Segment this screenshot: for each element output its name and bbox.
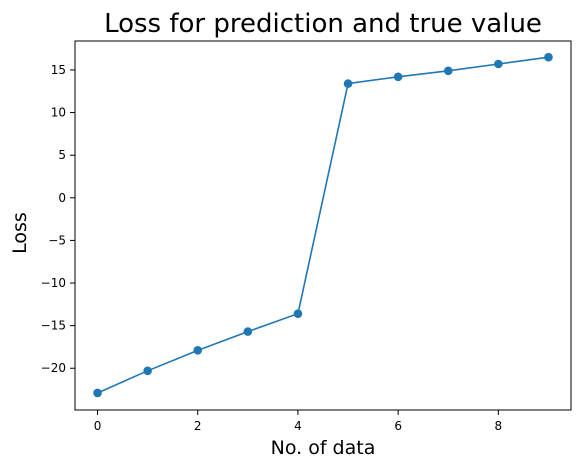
data-point (394, 72, 403, 81)
data-point (494, 60, 503, 69)
chart-title: Loss for prediction and true value (104, 9, 542, 39)
x-tick-label: 6 (394, 419, 402, 433)
data-point (444, 67, 453, 76)
y-tick-label: −15 (41, 319, 66, 333)
data-point (143, 366, 152, 375)
y-tick-label: 10 (51, 106, 66, 120)
y-tick-label: −5 (48, 233, 66, 247)
x-axis-label: No. of data (271, 437, 376, 459)
y-axis-label: Loss (9, 212, 31, 254)
y-tick-label: 0 (58, 191, 66, 205)
x-tick-label: 4 (294, 419, 302, 433)
y-tick-label: −20 (41, 361, 66, 375)
data-point (344, 79, 353, 88)
data-point (193, 346, 202, 355)
data-point (93, 389, 102, 398)
y-tick-label: −10 (41, 276, 66, 290)
data-point (544, 53, 553, 62)
data-point (244, 327, 253, 336)
x-tick-label: 8 (495, 419, 503, 433)
x-tick-label: 2 (194, 419, 202, 433)
y-tick-label: 15 (51, 63, 66, 77)
x-tick-label: 0 (94, 419, 102, 433)
data-point (294, 309, 303, 318)
y-tick-label: 5 (58, 148, 66, 162)
